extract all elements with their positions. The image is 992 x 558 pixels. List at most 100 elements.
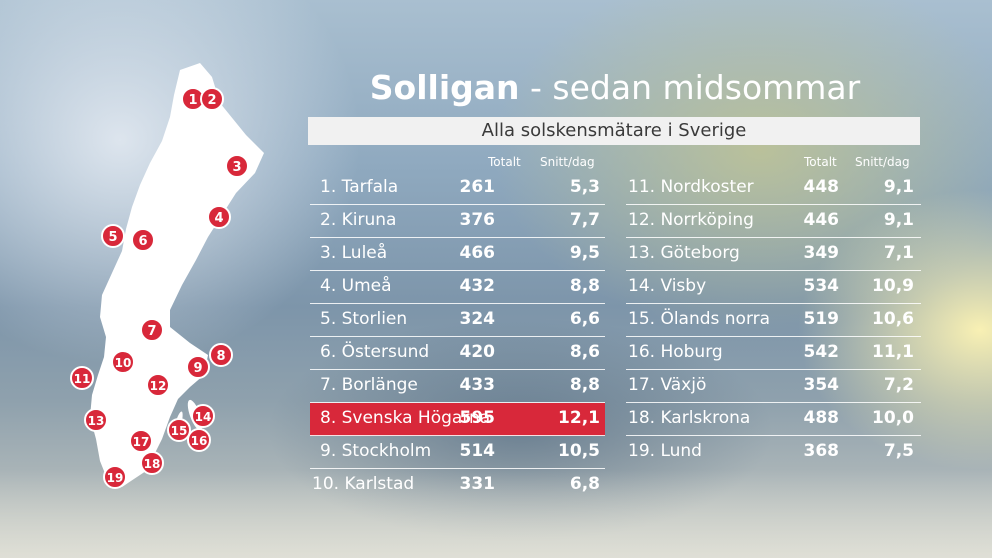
row-avg: 7,1 (883, 243, 914, 263)
row-total: 368 (803, 441, 840, 461)
map-marker-label: 6 (138, 234, 147, 249)
map-marker-label: 18 (144, 457, 161, 471)
row-name: 3. Luleå (320, 243, 388, 263)
map-marker-11: 11 (70, 366, 94, 390)
row-name: 8. Svenska Högarna (320, 408, 491, 428)
row-total: 420 (459, 342, 496, 362)
row-avg: 9,1 (883, 210, 914, 230)
table-row: 14. Visby 534 10,9 (626, 271, 921, 304)
map-marker-18: 18 (140, 451, 164, 475)
row-avg: 10,9 (872, 276, 914, 296)
sweden-shape (90, 63, 264, 487)
row-avg: 9,5 (569, 243, 600, 263)
title-bold: Solligan (369, 68, 520, 107)
map-marker-label: 8 (216, 349, 225, 364)
table-row: 4. Umeå 432 8,8 (310, 271, 605, 304)
row-name: 4. Umeå (320, 276, 392, 296)
table-row: 2. Kiruna 376 7,7 (310, 205, 605, 238)
row-total: 433 (459, 375, 496, 395)
row-avg: 10,6 (872, 309, 914, 329)
table-row: 18. Karlskrona 488 10,0 (626, 403, 921, 436)
row-avg: 8,8 (569, 276, 600, 296)
row-avg: 9,1 (883, 177, 914, 197)
row-avg: 8,8 (569, 375, 600, 395)
row-name: 10. Karlstad (312, 474, 415, 494)
header-total: Totalt (488, 155, 521, 169)
map-marker-4: 4 (207, 205, 231, 229)
table-row: 7. Borlänge 433 8,8 (310, 370, 605, 403)
map-marker-19: 19 (103, 465, 127, 489)
row-avg: 5,3 (569, 177, 600, 197)
table-row: 6. Östersund 420 8,6 (310, 337, 605, 370)
map-marker-label: 15 (171, 424, 188, 438)
row-name: 15. Ölands norra (628, 309, 771, 329)
map-marker-5: 5 (101, 224, 125, 248)
row-total: 261 (459, 177, 496, 197)
table-row: 13. Göteborg 349 7,1 (626, 238, 921, 271)
row-total: 331 (459, 474, 496, 494)
row-name: 2. Kiruna (320, 210, 397, 230)
map-marker-label: 7 (147, 324, 156, 339)
row-total: 349 (803, 243, 840, 263)
map-marker-label: 12 (150, 379, 167, 393)
row-name: 6. Östersund (320, 342, 430, 362)
map-marker-13: 13 (84, 408, 108, 432)
map-marker-2: 2 (200, 87, 224, 111)
table-row: 15. Ölands norra 519 10,6 (626, 304, 921, 337)
row-name: 18. Karlskrona (628, 408, 751, 428)
map-marker-9: 9 (186, 355, 210, 379)
table-row: 12. Norrköping 446 9,1 (626, 205, 921, 238)
table-row-highlighted: 8. Svenska Högarna 595 12,1 (310, 403, 605, 436)
map-marker-label: 2 (207, 93, 216, 108)
row-total: 432 (459, 276, 496, 296)
row-name: 9. Stockholm (320, 441, 432, 461)
map-marker-label: 4 (214, 211, 223, 226)
map-marker-10: 10 (111, 350, 135, 374)
table-row: 9. Stockholm 514 10,5 (310, 436, 605, 469)
background-haze (0, 470, 992, 558)
row-name: 7. Borlänge (320, 375, 418, 395)
row-total: 534 (803, 276, 840, 296)
row-total: 595 (459, 408, 496, 428)
map-marker-label: 17 (133, 435, 150, 449)
row-avg: 8,6 (569, 342, 600, 362)
row-total: 354 (803, 375, 840, 395)
table-row: 5. Storlien 324 6,6 (310, 304, 605, 337)
map-marker-7: 7 (140, 318, 164, 342)
map-marker-label: 3 (232, 160, 241, 175)
map-marker-14: 14 (191, 404, 215, 428)
row-name: 5. Storlien (320, 309, 408, 329)
row-avg: 6,8 (569, 474, 600, 494)
table-row: 1. Tarfala 261 5,3 (310, 172, 605, 205)
map-marker-label: 13 (88, 414, 105, 428)
table-header: Totalt Snitt/dag (626, 152, 921, 172)
page-title: Solligan - sedan midsommar (310, 66, 920, 110)
row-total: 488 (803, 408, 840, 428)
map-marker-15: 15 (167, 418, 191, 442)
row-name: 16. Hoburg (628, 342, 723, 362)
row-total: 448 (803, 177, 840, 197)
title-rest: - sedan midsommar (519, 68, 861, 107)
map-marker-17: 17 (129, 429, 153, 453)
table-right: Totalt Snitt/dag 11. Nordkoster 448 9,1 12.… (626, 152, 921, 468)
table-row: 16. Hoburg 542 11,1 (626, 337, 921, 370)
row-avg: 7,2 (883, 375, 914, 395)
table-row: 3. Luleå 466 9,5 (310, 238, 605, 271)
row-name: 11. Nordkoster (628, 177, 754, 197)
row-avg: 10,5 (558, 441, 600, 461)
map-marker-label: 14 (195, 410, 212, 424)
subtitle-bar: Alla solskensmätare i Sverige (308, 117, 920, 145)
map-marker-label: 11 (74, 372, 91, 386)
row-name: 1. Tarfala (320, 177, 399, 197)
row-name: 17. Växjö (628, 375, 707, 395)
row-avg: 6,6 (569, 309, 600, 329)
row-avg: 7,5 (883, 441, 914, 461)
row-name: 14. Visby (628, 276, 707, 296)
row-total: 466 (459, 243, 496, 263)
row-name: 12. Norrköping (628, 210, 754, 230)
table-row: 11. Nordkoster 448 9,1 (626, 172, 921, 205)
row-avg: 10,0 (872, 408, 914, 428)
header-total: Totalt (804, 155, 837, 169)
map-marker-label: 5 (108, 230, 117, 245)
